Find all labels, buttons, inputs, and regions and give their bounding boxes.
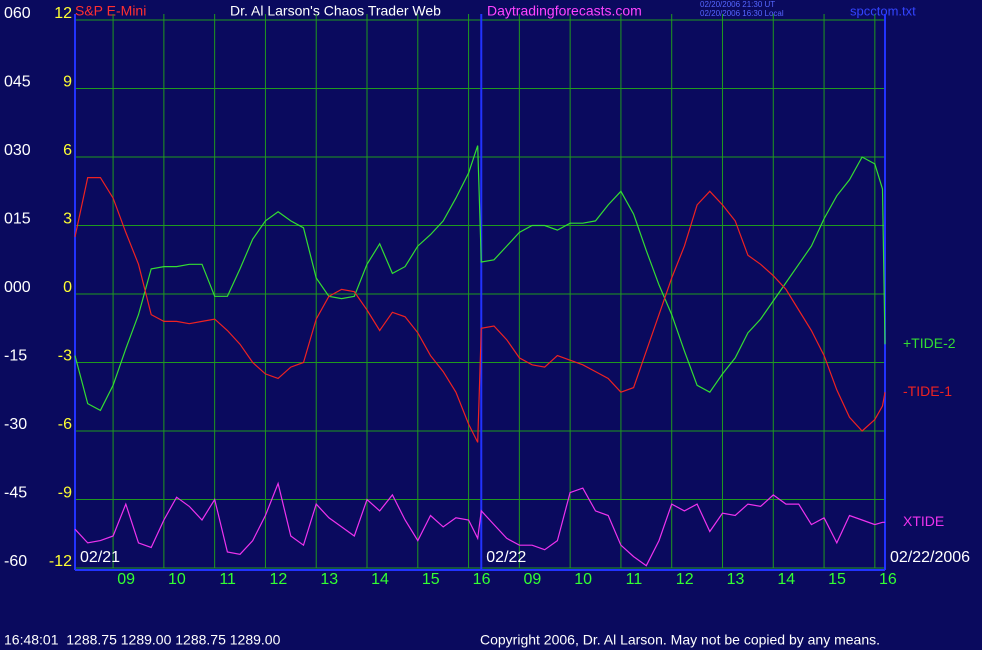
y-tick-label: 12 — [54, 5, 72, 22]
y-tick-label: -12 — [49, 553, 72, 570]
legend-label: -TIDE-1 — [903, 383, 952, 399]
x-tick-label: 15 — [828, 571, 846, 588]
y2-tick-label: -15 — [4, 348, 27, 365]
x-tick-label: 14 — [371, 571, 389, 588]
timestamp: 02/20/2006 21:30 UT — [700, 0, 775, 9]
series-line — [74, 145, 886, 412]
x-tick-label: 15 — [422, 571, 440, 588]
copyright: Copyright 2006, Dr. Al Larson. May not b… — [480, 632, 880, 648]
date-label: 02/21 — [80, 549, 120, 566]
x-tick-label: 16 — [879, 571, 897, 588]
y-tick-label: 6 — [63, 142, 72, 159]
x-tick-label: 13 — [320, 571, 338, 588]
date-label: 02/22/2006 — [890, 549, 970, 566]
y-tick-label: 0 — [63, 279, 72, 296]
x-tick-label: 10 — [168, 571, 186, 588]
x-tick-label: 12 — [676, 571, 694, 588]
timestamp: 02/20/2006 16:30 Local — [700, 9, 784, 18]
y2-tick-label: -30 — [4, 416, 27, 433]
y2-tick-label: -60 — [4, 553, 27, 570]
legend-label: +TIDE-2 — [903, 335, 956, 351]
x-tick-label: 16 — [473, 571, 491, 588]
status-line: 16:48:01 1288.75 1289.00 1288.75 1289.00 — [4, 632, 281, 648]
filename: spcctom.txt — [850, 3, 916, 18]
x-tick-label: 09 — [523, 571, 541, 588]
chart-title: Dr. Al Larson's Chaos Trader Web — [230, 3, 441, 19]
y2-tick-label: 000 — [4, 279, 31, 296]
x-tick-label: 11 — [219, 571, 236, 588]
x-tick-label: 11 — [626, 571, 643, 588]
y-tick-label: 9 — [63, 74, 72, 91]
series-line — [74, 177, 886, 443]
x-tick-label: 14 — [777, 571, 795, 588]
y2-tick-label: 015 — [4, 211, 31, 228]
y-tick-label: -9 — [58, 485, 72, 502]
x-tick-label: 13 — [727, 571, 745, 588]
instrument: S&P E-Mini — [75, 3, 146, 19]
y2-tick-label: 045 — [4, 74, 31, 91]
y2-tick-label: 030 — [4, 142, 31, 159]
series-line — [74, 481, 885, 567]
x-tick-label: 09 — [117, 571, 135, 588]
date-label: 02/22 — [486, 549, 526, 566]
y2-tick-label: 060 — [4, 5, 31, 22]
x-tick-label: 12 — [270, 571, 288, 588]
website: Daytradingforecasts.com — [487, 3, 642, 19]
y-tick-label: -6 — [58, 416, 72, 433]
y-tick-label: 3 — [63, 211, 72, 228]
legend-label: XTIDE — [903, 513, 944, 529]
x-tick-label: 10 — [574, 571, 592, 588]
y-tick-label: -3 — [58, 348, 72, 365]
y2-tick-label: -45 — [4, 485, 27, 502]
